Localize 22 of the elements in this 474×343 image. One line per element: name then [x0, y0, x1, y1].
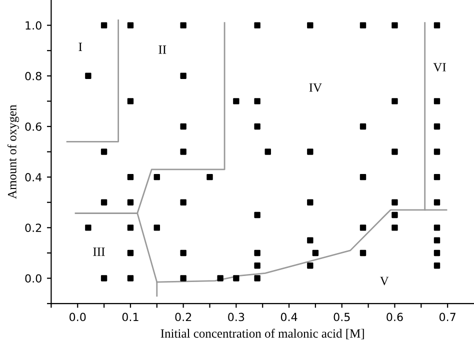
x-tick-label: 0.5 — [334, 312, 350, 322]
annotation: II — [158, 46, 166, 54]
annotation: V — [380, 276, 389, 286]
annotation: IV — [309, 83, 322, 92]
x-tick-label: 0.1 — [122, 312, 138, 322]
y-tick-label: 0.2 — [25, 224, 42, 232]
y-tick-label: 1.0 — [26, 21, 42, 30]
y-tick-label: 0.6 — [25, 122, 42, 131]
annotation: VI — [433, 63, 446, 72]
x-tick-label: 0.0 — [70, 312, 86, 322]
y-axis-title: Amount of oxygen — [7, 104, 19, 199]
y-tick-label: 0.4 — [25, 173, 42, 182]
y-tick-label: 0.0 — [25, 274, 42, 283]
x-tick-label: 0.6 — [386, 312, 403, 322]
x-axis-title: Initial concentration of malonic acid [M] — [160, 328, 364, 340]
x-tick-label: 0.7 — [439, 312, 456, 322]
x-tick-label: 0.4 — [280, 312, 298, 322]
y-tick-label: 0.8 — [25, 72, 42, 80]
annotation: I — [78, 42, 82, 51]
x-tick-label: 0.3 — [228, 312, 244, 322]
x-tick-label: 0.2 — [175, 312, 192, 322]
annotation: III — [93, 248, 105, 256]
